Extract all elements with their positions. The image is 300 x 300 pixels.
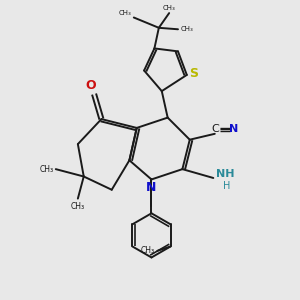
Text: H: H [223,181,230,191]
Text: NH: NH [216,169,234,179]
Text: CH₃: CH₃ [119,10,131,16]
Text: CH₃: CH₃ [141,246,155,255]
Text: C: C [211,124,219,134]
Text: CH₃: CH₃ [163,5,175,11]
Text: CH₃: CH₃ [181,26,194,32]
Text: N: N [146,181,157,194]
Text: N: N [229,124,239,134]
Text: CH₃: CH₃ [71,202,85,211]
Text: O: O [86,79,96,92]
Text: CH₃: CH₃ [39,165,53,174]
Text: S: S [189,67,198,80]
